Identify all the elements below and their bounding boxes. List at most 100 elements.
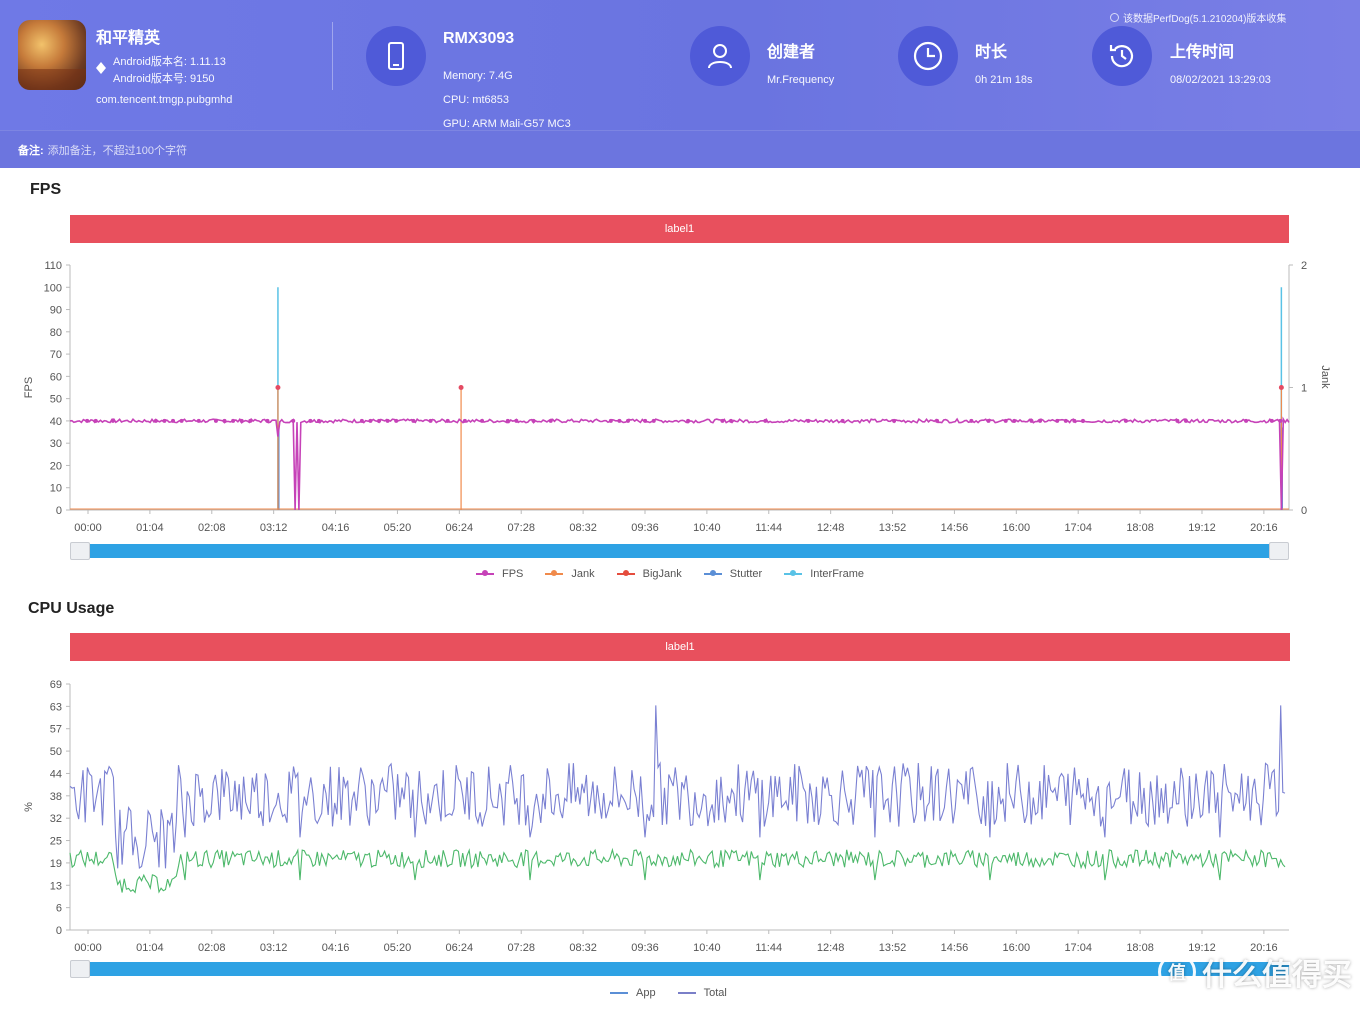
fps-point — [720, 418, 725, 423]
y-tick-label: 40 — [50, 416, 62, 428]
y-tick-label: 6 — [56, 903, 62, 915]
device-info: Memory: 7.4G CPU: mt6853 GPU: ARM Mali-G… — [443, 64, 571, 136]
fps-point — [806, 418, 811, 423]
x-tick-label: 19:12 — [1188, 942, 1216, 954]
divider — [332, 22, 333, 90]
version-note-text: 该数据PerfDog(5.1.210204)版本收集 — [1123, 14, 1287, 25]
legend-swatch — [703, 570, 722, 576]
cpu-legend: App Total — [610, 987, 727, 999]
y-tick-label: 10 — [50, 483, 62, 495]
fps-point — [368, 418, 373, 423]
legend-item[interactable]: Total — [677, 987, 727, 999]
x-tick-label: 09:36 — [631, 522, 659, 534]
legend-item[interactable]: InterFrame — [784, 568, 864, 580]
app-cpu-line — [69, 847, 1286, 894]
x-tick-label: 12:48 — [817, 522, 845, 534]
fps-point — [308, 418, 313, 423]
x-tick-label: 06:24 — [446, 942, 474, 954]
fps-point — [1003, 418, 1008, 423]
watermark-text: 什么值得买 — [1202, 959, 1352, 992]
fps-point — [1278, 418, 1283, 423]
x-tick-label: 17:04 — [1064, 522, 1092, 534]
upload-time-title: 上传时间 — [1170, 44, 1235, 61]
fps-point — [411, 418, 416, 423]
fps-range-slider[interactable] — [70, 542, 1289, 560]
y-tick-label: 30 — [50, 438, 62, 450]
x-tick-label: 17:04 — [1064, 942, 1092, 954]
x-tick-label: 16:00 — [1003, 942, 1031, 954]
legend-label: InterFrame — [810, 568, 864, 580]
fps-point — [359, 418, 364, 423]
legend-item[interactable]: Stutter — [703, 568, 762, 580]
fps-point — [686, 418, 691, 423]
legend-item[interactable]: BigJank — [616, 568, 682, 580]
version-note: 该数据PerfDog(5.1.210204)版本收集 — [1110, 10, 1286, 25]
jank-point — [1278, 385, 1284, 390]
fps-point — [1072, 418, 1077, 423]
y2-axis-label: Jank — [1319, 365, 1331, 389]
fps-point — [1183, 418, 1188, 423]
cpu-label-band[interactable]: label1 — [70, 633, 1290, 661]
legend-label: App — [636, 987, 656, 999]
user-icon — [690, 26, 750, 86]
android-version-code: Android版本号: 9150 — [113, 73, 215, 85]
fps-point — [248, 418, 253, 423]
x-tick-label: 18:08 — [1126, 522, 1154, 534]
legend-label: FPS — [502, 568, 524, 580]
y2-tick-label: 0 — [1301, 505, 1307, 517]
creator-title: 创建者 — [767, 44, 816, 61]
jank-point — [458, 385, 464, 390]
legend-item[interactable]: App — [610, 987, 656, 999]
remark-label: 备注: — [18, 144, 44, 157]
phone-icon — [366, 26, 426, 86]
creator-value: Mr.Frequency — [767, 74, 835, 86]
fps-label-band[interactable]: label1 — [70, 215, 1289, 243]
fps-point — [385, 418, 390, 423]
fps-point — [445, 418, 450, 423]
fps-point — [1244, 418, 1249, 423]
upload-time-value: 08/02/2021 13:29:03 — [1170, 74, 1271, 86]
cpu-range-slider[interactable] — [70, 960, 1289, 978]
fps-point — [1080, 418, 1085, 423]
legend-item[interactable]: FPS — [476, 568, 523, 580]
cpu-slider-handle-left[interactable] — [70, 960, 90, 978]
fps-point — [171, 418, 176, 423]
remark-input[interactable]: 添加备注，不超过100个字符 — [47, 144, 188, 157]
cpu-section-title: CPU Usage — [28, 600, 115, 617]
device-memory: Memory: 7.4G — [443, 70, 513, 82]
legend-swatch — [545, 570, 564, 576]
x-tick-label: 02:08 — [198, 522, 226, 534]
x-tick-label: 11:44 — [755, 942, 782, 954]
x-tick-label: 14:56 — [941, 522, 969, 534]
fps-slider-handle-right[interactable] — [1269, 542, 1289, 560]
fps-point — [1269, 418, 1274, 423]
fps-point — [1123, 418, 1128, 423]
y-tick-label: 19 — [50, 858, 62, 870]
x-tick-label: 16:00 — [1003, 522, 1031, 534]
x-tick-label: 11:44 — [755, 522, 782, 534]
x-tick-label: 03:12 — [260, 942, 288, 954]
app-icon — [18, 20, 86, 90]
y-tick-label: 20 — [50, 460, 62, 472]
fps-point — [153, 418, 158, 423]
legend-item[interactable]: Jank — [545, 568, 595, 580]
fps-point — [110, 418, 115, 423]
history-icon — [1092, 26, 1152, 86]
x-tick-label: 14:56 — [941, 942, 969, 954]
x-tick-label: 01:04 — [136, 942, 164, 954]
fps-point — [222, 418, 227, 423]
fps-point — [651, 418, 656, 423]
device-model: RMX3093 — [443, 30, 515, 47]
remark-bar[interactable]: 备注: 添加备注，不超过100个字符 — [0, 130, 1360, 168]
app-name: 和平精英 — [96, 30, 161, 47]
cpu-chart[interactable]: 0 6 13 19 25 32 38 44 50 57 63 69 00:00 01:04 02:08 03:… — [0, 670, 1360, 960]
fps-point — [643, 418, 648, 423]
fps-slider-handle-left[interactable] — [70, 542, 90, 560]
fps-point — [763, 418, 768, 423]
package-name: com.tencent.tmgp.pubgmhd — [96, 94, 233, 106]
y-tick-label: 100 — [44, 282, 62, 294]
fps-point — [213, 418, 218, 423]
y-tick-label: 0 — [56, 925, 62, 937]
android-icon — [96, 62, 106, 74]
